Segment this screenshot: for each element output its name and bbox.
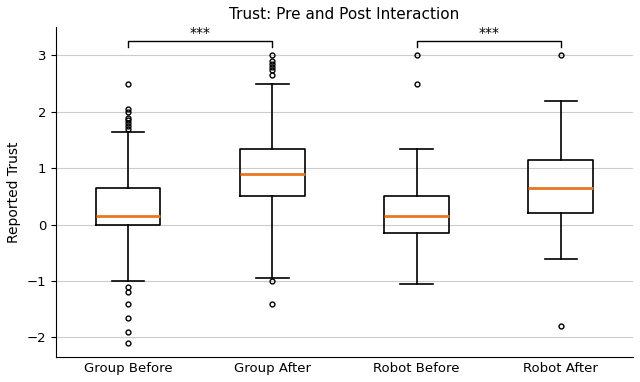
Title: Trust: Pre and Post Interaction: Trust: Pre and Post Interaction bbox=[229, 7, 460, 22]
Text: ***: *** bbox=[189, 26, 211, 40]
Text: ***: *** bbox=[478, 26, 499, 40]
Y-axis label: Reported Trust: Reported Trust bbox=[7, 141, 21, 243]
